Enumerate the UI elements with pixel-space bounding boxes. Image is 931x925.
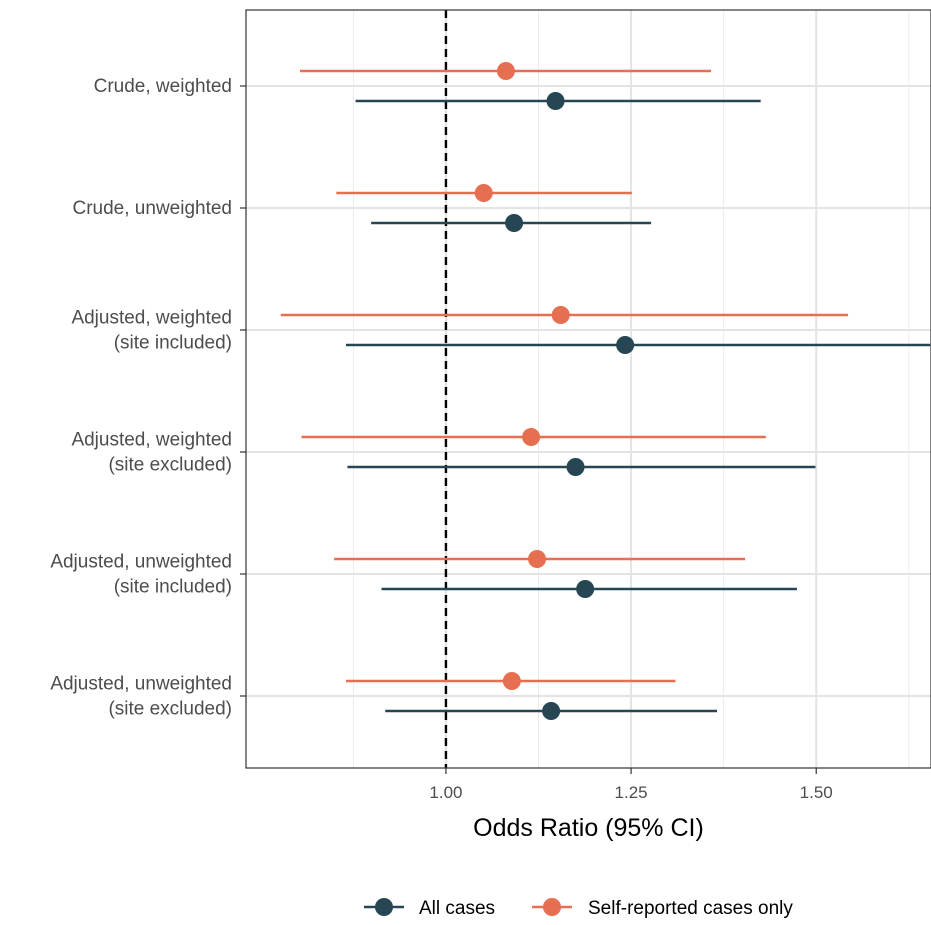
x-tick-label: 1.25 [615,783,648,802]
x-tick-label: 1.50 [800,783,833,802]
y-tick-label-line: Crude, weighted [94,76,232,97]
y-tick-label: Adjusted, weighted (site included) [71,308,232,354]
x-tick-label: 1.00 [429,783,462,802]
y-tick-label-line: Crude, unweighted [73,198,233,219]
y-tick-label: Adjusted, unweighted (site excluded) [50,674,232,720]
y-tick-label-line: (site excluded) [108,455,232,476]
y-tick-label-line: (site included) [114,333,232,354]
point-estimate [566,458,585,476]
point-estimate [496,62,515,80]
legend-label: All cases [419,898,495,919]
point-estimate [616,336,635,354]
legend-key-point [543,898,561,916]
point-estimate [576,580,595,598]
point-estimate [505,214,524,232]
point-estimate [528,550,547,568]
y-tick-label-line: Adjusted, unweighted [50,674,232,695]
point-estimate [551,306,570,324]
point-estimate [546,92,565,110]
y-tick-label: Crude, unweighted [73,198,233,219]
y-tick-label: Adjusted, weighted (site excluded) [71,430,232,476]
y-tick-label-line: Adjusted, unweighted [50,552,232,573]
point-estimate [502,672,521,690]
series-layer [280,62,931,720]
y-tick-label-line: Adjusted, weighted [71,308,232,329]
panel-frame [245,9,931,769]
panel-background [246,10,931,768]
x-axis: 1.00 1.25 1.50 [429,768,833,802]
point-estimate [542,702,561,720]
point-estimate [474,184,493,202]
x-axis-title: Odds Ratio (95% CI) [473,814,704,842]
point-estimate [522,428,541,446]
y-axis: Crude, weighted Crude, unweighted Adjusted… [50,76,246,720]
y-tick-label: Adjusted, unweighted (site included) [50,552,232,598]
legend-key-point [375,898,393,916]
legend-label: Self-reported cases only [588,898,793,919]
y-tick-label-line: (site excluded) [108,699,232,720]
legend: All cases Self-reported cases only [364,898,793,919]
panel-border [245,9,931,769]
y-tick-label-line: (site included) [114,577,232,598]
y-tick-label-line: Adjusted, weighted [71,430,232,451]
minor-gridlines [352,10,910,768]
y-tick-label: Crude, weighted [94,76,232,97]
